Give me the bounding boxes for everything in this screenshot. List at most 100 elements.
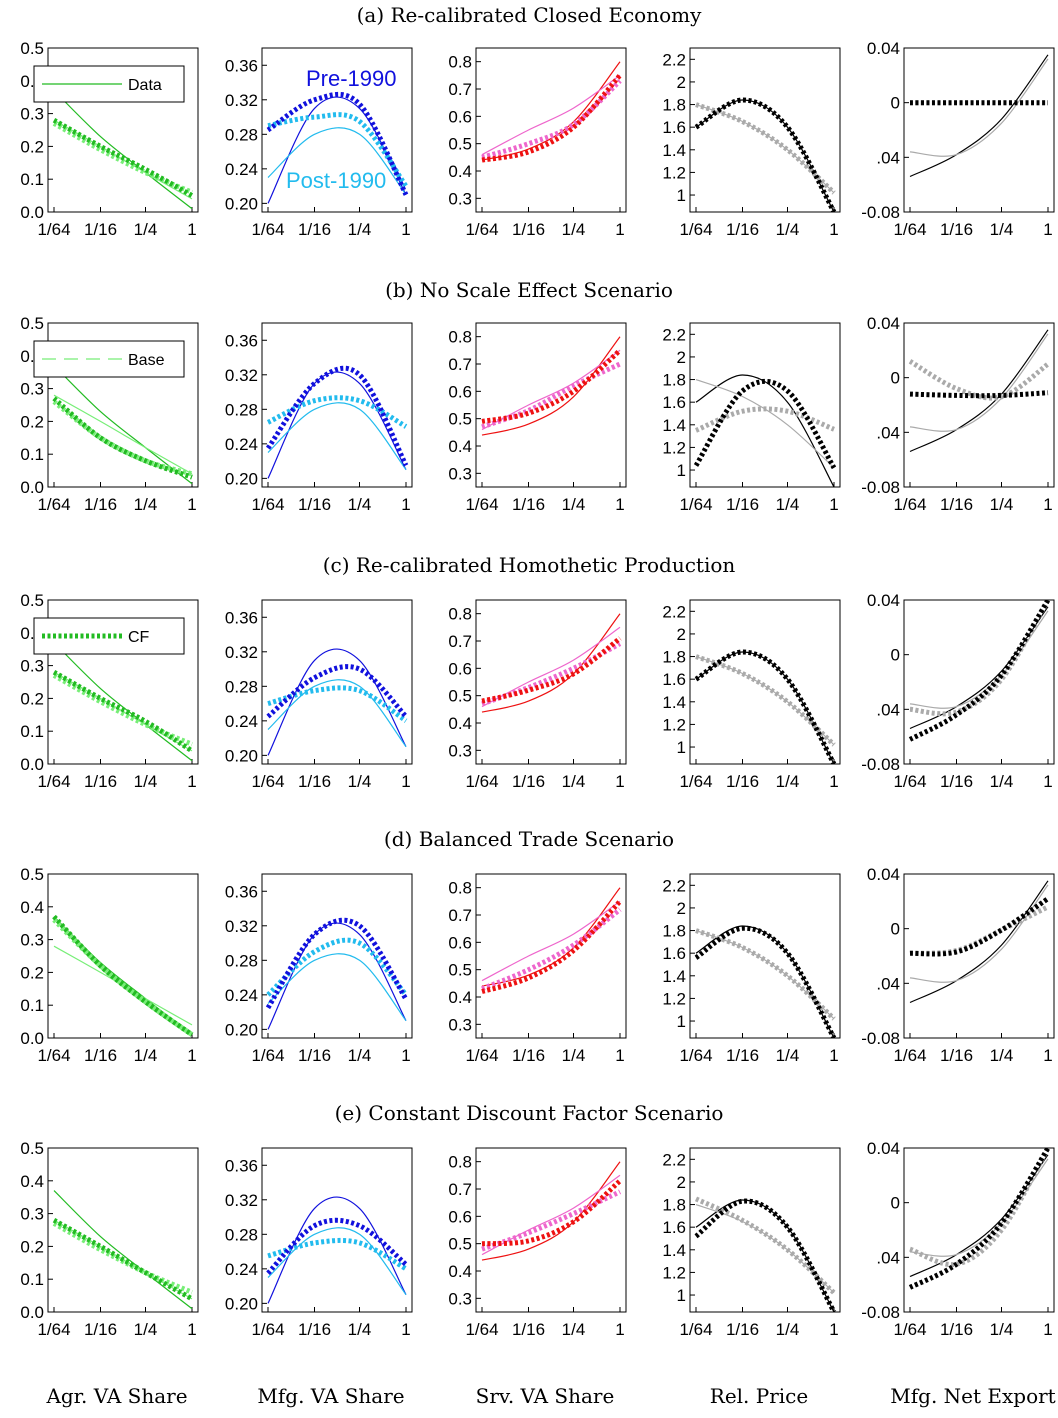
x-tick-label: 1 xyxy=(1043,1046,1052,1065)
y-tick-label: 0.04 xyxy=(867,1139,900,1158)
series-cf-pre-1990 xyxy=(52,118,194,198)
y-tick-label: 0.3 xyxy=(448,189,472,208)
y-tick-label: 0.8 xyxy=(448,879,472,898)
y-tick-label: 0.2 xyxy=(20,963,44,982)
panel-c-srv: 0.3 0.4 0.5 0.6 0.7 0.8 1/64 1/16 1/4 1 xyxy=(448,599,627,791)
y-tick-label: 0.28 xyxy=(225,951,258,970)
y-tick-label: 1.6 xyxy=(662,670,686,689)
x-tick-label: 1/4 xyxy=(134,220,158,239)
y-tick-label: 0 xyxy=(891,1194,900,1213)
y-tick-label: 0.0 xyxy=(20,1303,44,1322)
y-tick-label: 0.20 xyxy=(225,1020,258,1039)
series-group xyxy=(481,61,622,163)
y-tick-label: 0.6 xyxy=(448,659,472,678)
panel-c-mfg: 0.20 0.24 0.28 0.32 0.36 1/64 1/16 1/4 1 xyxy=(225,599,413,791)
x-tick-label: 1 xyxy=(615,1320,624,1339)
y-tick-label: 0.3 xyxy=(20,380,44,399)
y-tick-label: 0.6 xyxy=(448,382,472,401)
x-tick-label: 1/4 xyxy=(134,1046,158,1065)
y-tick-label: 0.04 xyxy=(867,39,900,58)
axes-box xyxy=(475,599,627,765)
panel-b-rel-price: 1 1.2 1.4 1.6 1.8 2 2.2 1/64 1/16 1/4 1 xyxy=(662,322,841,514)
y-tick-label: 0.7 xyxy=(448,632,472,651)
series-data-post-1990 xyxy=(267,953,407,1022)
panel-d-mfg: 0.20 0.24 0.28 0.32 0.36 1/64 1/16 1/4 1 xyxy=(225,873,413,1065)
panel-d-rel-price: 1 1.2 1.4 1.6 1.8 2 2.2 1/64 1/16 1/4 1 xyxy=(662,873,841,1065)
legend-box: Base xyxy=(33,340,185,378)
x-tick-label: 1/64 xyxy=(679,220,712,239)
y-tick-label: 2.2 xyxy=(662,325,686,344)
x-tick-label: 1 xyxy=(401,220,410,239)
y-tick-label: 2 xyxy=(677,625,686,644)
y-tick-label: 1.2 xyxy=(662,438,686,457)
legend-label: Data xyxy=(128,77,162,94)
x-tick-label: 1/16 xyxy=(726,772,759,791)
axes-box xyxy=(47,873,199,1039)
axes-box xyxy=(689,322,841,488)
axes-box xyxy=(47,47,199,213)
x-tick-label: 1/4 xyxy=(348,772,372,791)
series-cf-post-1990 xyxy=(267,112,409,188)
axes-box xyxy=(261,322,413,488)
x-tick-label: 1/4 xyxy=(134,772,158,791)
panel-titles: (a) Re-calibrated Closed Economy (b) No S… xyxy=(323,3,736,1125)
series-group xyxy=(909,54,1049,178)
axes-box xyxy=(903,873,1055,1039)
x-tick-label: 1/64 xyxy=(251,772,284,791)
axes-box xyxy=(475,873,627,1039)
y-tick-label: 1 xyxy=(677,461,686,480)
y-tick-label: 2 xyxy=(677,899,686,918)
series-group xyxy=(908,1148,1051,1290)
x-tick-label: 1/16 xyxy=(84,1046,117,1065)
series-data-post-1990 xyxy=(267,679,407,748)
series-data-post-1990 xyxy=(909,610,1049,709)
x-tick-label: 1 xyxy=(829,1320,838,1339)
x-tick-label: 1/64 xyxy=(465,1320,498,1339)
series-cf-post-1990 xyxy=(909,600,1051,717)
panel-grid: 0.00.10.20.30.40.51/64 1/16 1/4 1Data0.200.… xyxy=(20,39,1055,1339)
series-data-pre-1990 xyxy=(481,1161,621,1261)
panel-d-net-export: 0.040.04-0.081/64 1/16 1/4 1 xyxy=(861,865,1055,1065)
series-data-pre-1990 xyxy=(695,374,835,487)
column-labels: Agr. VA Share Mfg. VA Share Srv. VA Share R… xyxy=(45,1384,1055,1408)
x-tick-label: 1 xyxy=(615,1046,624,1065)
x-tick-label: 1/16 xyxy=(298,772,331,791)
x-tick-label: 1/4 xyxy=(562,772,586,791)
series-data-pre-1990 xyxy=(53,365,193,485)
y-tick-label: 0.3 xyxy=(448,1015,472,1034)
y-tick-label: 0.5 xyxy=(448,135,472,154)
y-tick-label: 0.20 xyxy=(225,746,258,765)
series-cf-pre-1990 xyxy=(265,365,409,467)
y-tick-label: 2.2 xyxy=(662,50,686,69)
panel-title: (b) No Scale Effect Scenario xyxy=(385,278,673,302)
axes-box xyxy=(261,599,413,765)
y-tick-label: 1 xyxy=(677,1012,686,1031)
y-tick-label: 0.0 xyxy=(20,478,44,497)
x-tick-label: 1/64 xyxy=(679,495,712,514)
x-tick-label: 1/4 xyxy=(348,220,372,239)
x-tick-label: 1/4 xyxy=(562,1320,586,1339)
y-tick-label: 0.6 xyxy=(448,933,472,952)
series-group xyxy=(694,925,837,1038)
x-tick-label: 1/16 xyxy=(726,1320,759,1339)
y-tick-label: 1.6 xyxy=(662,944,686,963)
panel-a-rel-price: 1 1.2 1.4 1.6 1.8 2 2.2 1/64 1/16 1/4 1 xyxy=(662,47,841,239)
x-tick-label: 1/64 xyxy=(37,495,70,514)
x-tick-label: 1/4 xyxy=(776,495,800,514)
series-cf-pre-1990 xyxy=(266,664,408,719)
y-tick-label: 1.6 xyxy=(662,393,686,412)
series-data-pre-1990 xyxy=(267,371,407,479)
series-cf-post-1990 xyxy=(266,937,408,997)
panel-c-net-export: 0.040.04-0.081/64 1/16 1/4 1 xyxy=(861,591,1055,791)
panel-title: (c) Re-calibrated Homothetic Production xyxy=(323,553,736,577)
y-tick-label: 0.3 xyxy=(20,931,44,950)
y-tick-label: 0.20 xyxy=(225,194,258,213)
series-cf-post-1990 xyxy=(909,1148,1051,1268)
series-data-pre-1990 xyxy=(53,1190,193,1310)
y-tick-label: 0.20 xyxy=(225,469,258,488)
legend-label: CF xyxy=(128,629,150,646)
y-tick-label: 1.4 xyxy=(662,693,686,712)
x-tick-label: 1/64 xyxy=(251,220,284,239)
x-tick-label: 1/16 xyxy=(512,220,545,239)
